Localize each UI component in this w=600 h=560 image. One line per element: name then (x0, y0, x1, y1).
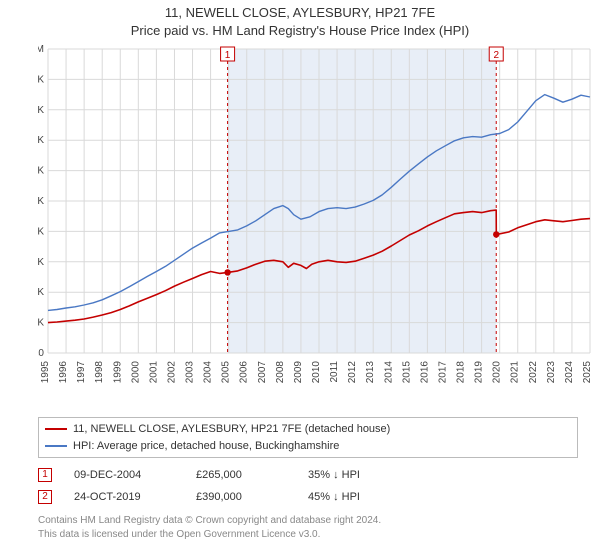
attribution: Contains HM Land Registry data © Crown c… (38, 514, 578, 541)
svg-text:£800K: £800K (38, 105, 44, 116)
svg-text:2018: 2018 (456, 361, 467, 384)
svg-text:2009: 2009 (293, 361, 304, 384)
legend-label: HPI: Average price, detached house, Buck… (73, 438, 339, 455)
sales-row: 1 09-DEC-2004 £265,000 35% ↓ HPI (38, 464, 578, 486)
svg-text:£500K: £500K (38, 196, 44, 207)
svg-text:2021: 2021 (510, 361, 521, 384)
svg-text:2010: 2010 (311, 361, 322, 384)
svg-text:1999: 1999 (112, 361, 123, 384)
svg-text:£700K: £700K (38, 135, 44, 146)
legend: 11, NEWELL CLOSE, AYLESBURY, HP21 7FE (d… (38, 417, 578, 458)
svg-text:2000: 2000 (130, 361, 141, 384)
legend-swatch (45, 428, 67, 430)
svg-text:2017: 2017 (437, 361, 448, 384)
legend-label: 11, NEWELL CLOSE, AYLESBURY, HP21 7FE (d… (73, 421, 390, 438)
svg-text:£400K: £400K (38, 226, 44, 237)
svg-text:2020: 2020 (492, 361, 503, 384)
svg-text:2001: 2001 (148, 361, 159, 384)
svg-text:2: 2 (493, 50, 499, 61)
svg-text:£200K: £200K (38, 287, 44, 298)
svg-text:2005: 2005 (221, 361, 232, 384)
attribution-line: This data is licensed under the Open Gov… (38, 529, 320, 540)
svg-text:£100K: £100K (38, 318, 44, 329)
attribution-line: Contains HM Land Registry data © Crown c… (38, 515, 381, 526)
sale-marker-icon: 2 (38, 490, 52, 504)
svg-text:2019: 2019 (474, 361, 485, 384)
svg-text:1997: 1997 (76, 361, 87, 384)
svg-text:2008: 2008 (275, 361, 286, 384)
legend-item: 11, NEWELL CLOSE, AYLESBURY, HP21 7FE (d… (45, 421, 571, 438)
sale-pct: 35% ↓ HPI (308, 469, 360, 481)
sales-row: 2 24-OCT-2019 £390,000 45% ↓ HPI (38, 486, 578, 508)
sales-table: 1 09-DEC-2004 £265,000 35% ↓ HPI 2 24-OC… (38, 464, 578, 508)
svg-text:2006: 2006 (239, 361, 250, 384)
svg-text:£900K: £900K (38, 74, 44, 85)
down-arrow-icon: ↓ (333, 491, 339, 503)
svg-text:2007: 2007 (257, 361, 268, 384)
legend-item: HPI: Average price, detached house, Buck… (45, 438, 571, 455)
svg-text:2013: 2013 (365, 361, 376, 384)
sale-date: 24-OCT-2019 (74, 491, 174, 503)
legend-swatch (45, 445, 67, 447)
svg-text:2025: 2025 (582, 361, 593, 384)
svg-text:2016: 2016 (419, 361, 430, 384)
chart-svg: £0 £100K £200K £300K £400K £500K £600K £700K £80… (38, 41, 598, 411)
svg-text:2004: 2004 (203, 361, 214, 384)
svg-text:2023: 2023 (546, 361, 557, 384)
svg-text:£0: £0 (38, 348, 44, 359)
svg-text:2015: 2015 (401, 361, 412, 384)
sale-pct: 45% ↓ HPI (308, 491, 360, 503)
sale-date: 09-DEC-2004 (74, 469, 174, 481)
chart-title: 11, NEWELL CLOSE, AYLESBURY, HP21 7FE Pr… (0, 0, 600, 41)
sale-marker-icon: 1 (38, 468, 52, 482)
svg-text:2014: 2014 (383, 361, 394, 384)
svg-text:£600K: £600K (38, 166, 44, 177)
svg-text:1995: 1995 (40, 361, 51, 384)
svg-text:2003: 2003 (185, 361, 196, 384)
svg-text:2012: 2012 (347, 361, 358, 384)
title-line1: 11, NEWELL CLOSE, AYLESBURY, HP21 7FE (165, 5, 435, 20)
sale-price: £265,000 (196, 469, 286, 481)
svg-text:2022: 2022 (528, 361, 539, 384)
sale-price: £390,000 (196, 491, 286, 503)
down-arrow-icon: ↓ (333, 469, 339, 481)
svg-text:1998: 1998 (94, 361, 105, 384)
chart-plot-area: £0 £100K £200K £300K £400K £500K £600K £700K £80… (38, 41, 598, 411)
svg-text:£300K: £300K (38, 257, 44, 268)
svg-text:2011: 2011 (329, 361, 340, 383)
svg-text:2024: 2024 (564, 361, 575, 384)
title-line2: Price paid vs. HM Land Registry's House … (131, 23, 469, 38)
svg-text:1996: 1996 (58, 361, 69, 384)
svg-text:2002: 2002 (166, 361, 177, 384)
svg-text:£1M: £1M (38, 44, 44, 55)
svg-text:1: 1 (225, 50, 231, 61)
